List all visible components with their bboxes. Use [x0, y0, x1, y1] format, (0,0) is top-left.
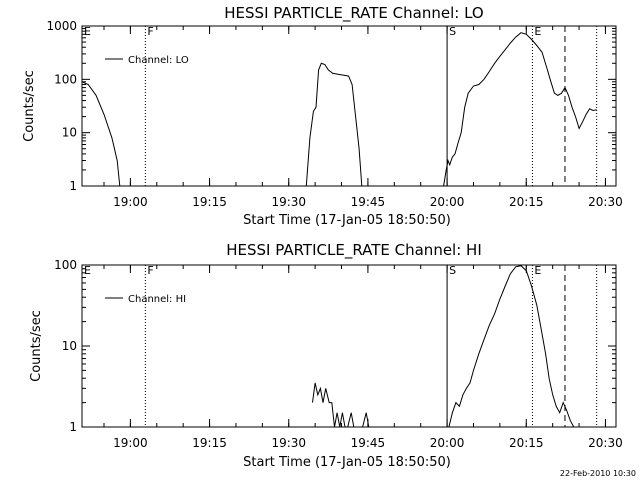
- plot-frame: [81, 25, 617, 187]
- event-marker-label: S: [449, 25, 456, 38]
- chart-panel-lo: HESSI PARTICLE_RATE Channel: LO 19:00 19:…: [22, 4, 623, 228]
- event-marker-label: E: [84, 264, 91, 277]
- x-tick-label: 20:15: [509, 436, 544, 450]
- date-stamp: 22-Feb-2010 10:30: [560, 469, 636, 478]
- y-tick-label: 100: [54, 258, 77, 272]
- x-tick-label: 19:15: [192, 195, 227, 209]
- series-line: [305, 62, 363, 187]
- x-tick-label: 19:45: [351, 195, 386, 209]
- x-tick-label: 19:45: [351, 436, 386, 450]
- chart-title: HESSI PARTICLE_RATE Channel: HI: [226, 241, 482, 260]
- chart-title: HESSI PARTICLE_RATE Channel: LO: [224, 4, 483, 23]
- x-tick-label: 19:30: [271, 195, 306, 209]
- event-marker-label: F: [147, 25, 153, 38]
- y-tick-label: 1: [69, 420, 77, 434]
- event-marker-label: S: [449, 264, 456, 277]
- y-axis-label: Counts/sec: [22, 70, 37, 142]
- series-line: [362, 412, 370, 428]
- event-marker-label: F: [147, 264, 153, 277]
- y-tick-label: 10: [62, 126, 77, 140]
- y-tick-label: 1000: [46, 19, 77, 33]
- x-tick-label: 20:30: [588, 195, 623, 209]
- series-line: [312, 382, 355, 428]
- event-marker-label: E: [534, 25, 541, 38]
- y-axis-label: Counts/sec: [29, 310, 44, 382]
- x-axis-label: Start Time (17-Jan-05 18:50:50): [243, 455, 451, 470]
- x-tick-label: 19:00: [113, 195, 148, 209]
- legend: Channel: LO: [105, 55, 189, 66]
- series-line: [443, 32, 597, 187]
- x-tick-label: 20:30: [588, 436, 623, 450]
- event-marker-label: E: [534, 264, 541, 277]
- x-tick-label: 20:15: [509, 195, 544, 209]
- y-tick-label: 100: [54, 72, 77, 86]
- x-tick-label: 20:00: [430, 195, 465, 209]
- y-tick-label: 10: [62, 339, 77, 353]
- series-line: [448, 265, 575, 428]
- legend-entry: Channel: HI: [128, 294, 186, 305]
- x-tick-label: 19:00: [113, 436, 148, 450]
- y-tick-label: 1: [69, 179, 77, 193]
- x-tick-label: 19:15: [192, 436, 227, 450]
- plot-frame: [81, 264, 617, 428]
- event-marker-label: E: [84, 25, 91, 38]
- chart-panel-hi: HESSI PARTICLE_RATE Channel: HI 19:00 19:…: [29, 241, 623, 470]
- x-axis-label: Start Time (17-Jan-05 18:50:50): [243, 213, 451, 228]
- x-tick-label: 20:00: [430, 436, 465, 450]
- series-line: [81, 81, 121, 187]
- legend: Channel: HI: [105, 294, 186, 305]
- x-tick-label: 19:30: [271, 436, 306, 450]
- legend-entry: Channel: LO: [128, 55, 189, 66]
